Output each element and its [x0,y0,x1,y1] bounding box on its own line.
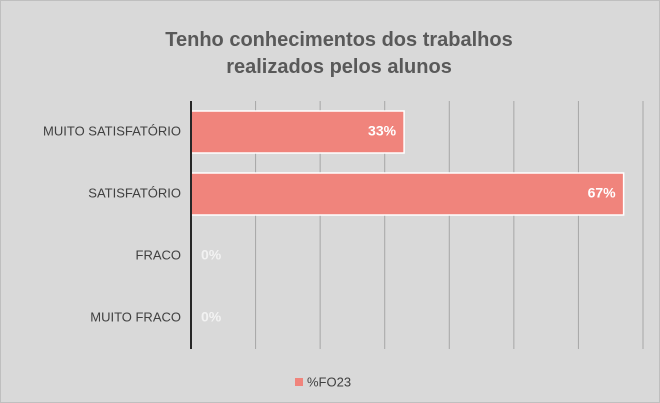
data-label: 0% [201,309,222,325]
bar [190,110,405,154]
chart-title: Tenho conhecimentos dos trabalhos realiz… [165,29,513,78]
data-label: 67% [588,185,617,201]
legend-label: %FO23 [307,374,351,389]
legend-swatch [295,378,303,386]
y-tick-label: SATISFATÓRIO [88,185,181,200]
y-tick-label: MUITO FRACO [90,309,181,324]
data-label: 33% [368,123,397,139]
data-label: 0% [201,247,222,263]
y-tick-label: FRACO [136,247,182,262]
y-tick-label: MUITO SATISFATÓRIO [43,123,181,138]
bar [190,172,625,216]
